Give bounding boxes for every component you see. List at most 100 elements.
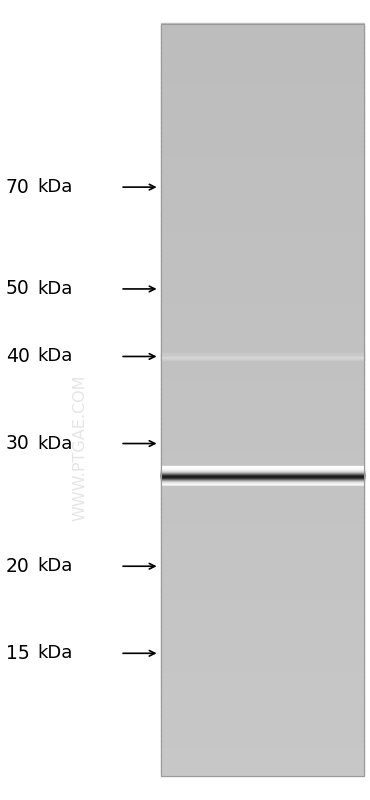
Bar <box>161 50 364 54</box>
Bar <box>161 314 364 318</box>
Bar <box>161 662 364 666</box>
Bar <box>161 319 364 322</box>
Bar <box>161 166 364 170</box>
Bar <box>161 645 364 648</box>
Bar <box>161 349 364 352</box>
Bar <box>161 129 364 132</box>
Text: 50: 50 <box>6 279 30 298</box>
Bar <box>161 114 364 117</box>
Bar <box>161 399 364 402</box>
Bar <box>161 141 364 144</box>
Bar <box>161 384 364 387</box>
Bar <box>161 685 364 688</box>
Bar <box>161 126 364 130</box>
Bar <box>161 191 364 194</box>
Bar <box>161 539 364 543</box>
Text: kDa: kDa <box>37 347 73 366</box>
Bar <box>161 364 364 367</box>
Bar <box>161 625 364 628</box>
Bar <box>161 26 364 29</box>
Bar <box>161 279 364 282</box>
Bar <box>161 437 364 440</box>
Bar <box>161 34 364 37</box>
Bar <box>161 510 364 513</box>
Bar <box>161 342 364 345</box>
Bar <box>161 432 364 435</box>
Bar <box>161 406 364 410</box>
Bar <box>161 204 364 207</box>
Bar <box>161 434 364 438</box>
Bar <box>161 414 364 418</box>
Bar <box>161 101 364 104</box>
Bar <box>161 490 364 493</box>
Bar <box>161 224 364 227</box>
Bar <box>161 594 364 598</box>
Bar <box>161 123 364 126</box>
Bar <box>161 334 364 338</box>
Bar <box>161 710 364 714</box>
Bar <box>161 83 364 86</box>
Bar <box>161 605 364 608</box>
Bar <box>161 61 364 64</box>
Bar <box>161 514 364 518</box>
Bar <box>161 502 364 506</box>
Bar <box>161 41 364 44</box>
Bar <box>161 497 364 500</box>
Bar <box>161 198 364 202</box>
Bar <box>161 189 364 192</box>
Bar <box>161 642 364 646</box>
Bar <box>161 585 364 588</box>
Text: 30: 30 <box>6 434 30 453</box>
Bar <box>161 700 364 703</box>
Bar <box>161 397 364 400</box>
Bar <box>161 444 364 448</box>
Bar <box>161 402 364 405</box>
Bar <box>161 530 364 533</box>
Bar <box>161 236 364 239</box>
Bar <box>161 324 364 327</box>
Bar <box>161 417 364 420</box>
Bar <box>161 136 364 139</box>
Bar <box>161 109 364 112</box>
Bar <box>161 442 364 445</box>
Bar <box>161 660 364 663</box>
Bar <box>161 640 364 643</box>
Bar <box>161 276 364 280</box>
Bar <box>161 211 364 214</box>
Bar <box>161 572 364 575</box>
Bar <box>161 702 364 706</box>
Bar <box>161 372 364 375</box>
Bar <box>161 725 364 728</box>
Bar <box>161 121 364 124</box>
Bar <box>161 404 364 407</box>
Bar <box>161 96 364 99</box>
Bar <box>161 482 364 486</box>
Bar <box>161 339 364 342</box>
Bar <box>161 311 364 314</box>
Bar <box>161 655 364 658</box>
Bar <box>161 143 364 147</box>
Bar <box>161 184 364 187</box>
Bar <box>161 242 364 245</box>
Bar <box>161 222 364 225</box>
Bar <box>161 753 364 756</box>
Bar <box>161 620 364 623</box>
Bar <box>161 78 364 82</box>
Bar <box>161 354 364 358</box>
Bar <box>161 522 364 526</box>
Bar <box>161 284 364 287</box>
Bar <box>161 452 364 455</box>
Bar <box>161 557 364 561</box>
Bar <box>161 161 364 164</box>
Bar <box>161 630 364 633</box>
Bar <box>161 286 364 290</box>
Bar <box>161 690 364 694</box>
Bar <box>161 206 364 210</box>
Bar <box>161 194 364 197</box>
Bar <box>161 256 364 260</box>
Bar <box>161 424 364 427</box>
Bar <box>161 454 364 458</box>
Bar <box>161 430 364 433</box>
Bar <box>161 727 364 731</box>
Bar <box>161 201 364 205</box>
